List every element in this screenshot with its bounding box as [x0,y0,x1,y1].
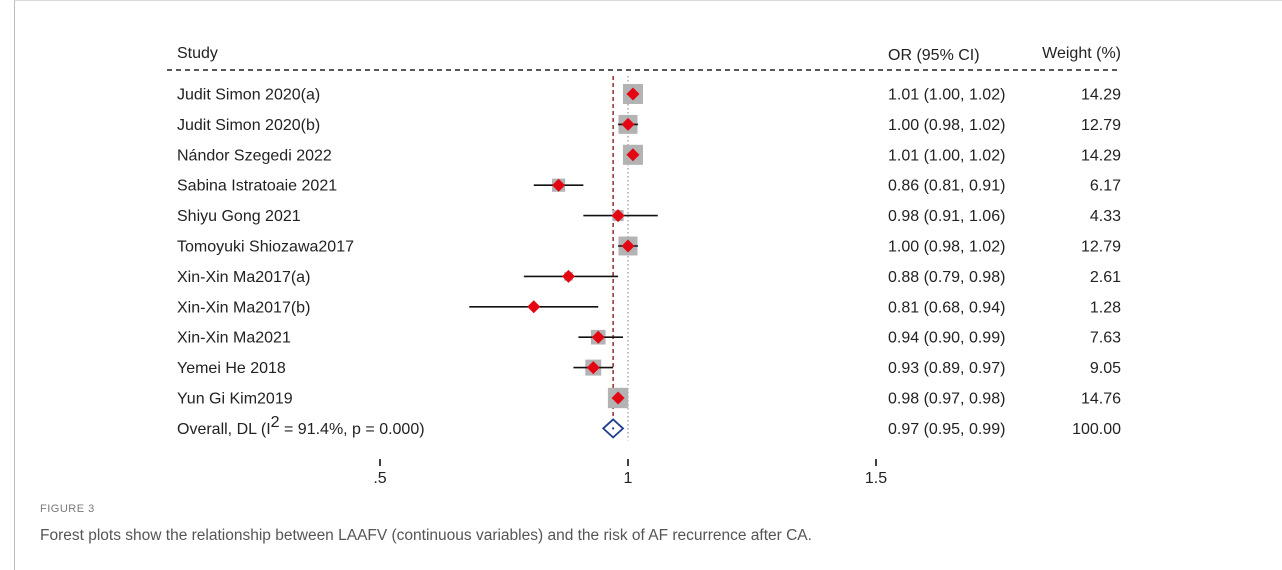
overall-label-superscript: 2 [271,414,280,431]
or-ci-value: 0.88 (0.79, 0.98) [888,269,1005,286]
point-estimate [621,117,635,131]
or-ci-value: 0.81 (0.68, 0.94) [888,299,1005,316]
study-label: Judit Simon 2020(a) [177,87,320,104]
or-ci-value: 0.98 (0.97, 0.98) [888,391,1005,408]
point-estimate [586,361,600,375]
overall-center-dot [612,427,615,430]
overall-label: Overall, DL (I2 = 91.4%, p = 0.000) [177,414,425,438]
figure-frame [14,0,1282,570]
weight-value: 14.29 [1081,147,1121,164]
overall-label-suffix: = 91.4%, p = 0.000) [280,421,425,438]
point-estimate [611,209,625,223]
study-label: Yemei He 2018 [177,360,286,377]
weight-value: 6.17 [1090,178,1121,195]
study-label: Judit Simon 2020(b) [177,117,320,134]
overall-or-ci-value: 0.97 (0.95, 0.99) [888,421,1005,438]
point-estimate [552,178,566,192]
study-label: Yun Gi Kim2019 [177,391,293,408]
study-label: Sabina Istratoaie 2021 [177,178,337,195]
point-estimate [611,391,625,405]
x-axis-tick-label: .5 [373,470,386,487]
study-label: Xin-Xin Ma2017(b) [177,299,310,316]
weight-value: 1.28 [1090,299,1121,316]
header-study: Study [177,45,218,62]
x-axis-tick-label: 1 [624,470,633,487]
study-label: Xin-Xin Ma2021 [177,330,291,347]
study-label: Tomoyuki Shiozawa2017 [177,239,354,256]
point-estimate [626,87,640,101]
or-ci-value: 0.93 (0.89, 0.97) [888,360,1005,377]
or-ci-value: 1.00 (0.98, 1.02) [888,117,1005,134]
study-label: Shiyu Gong 2021 [177,208,301,225]
study-label: Nándor Szegedi 2022 [177,147,332,164]
weight-value: 14.76 [1081,391,1121,408]
overall-weight-value: 100.00 [1072,421,1121,438]
or-ci-value: 1.01 (1.00, 1.02) [888,87,1005,104]
weight-value: 7.63 [1090,330,1121,347]
x-axis-tick-label: 1.5 [865,470,887,487]
or-ci-value: 1.00 (0.98, 1.02) [888,239,1005,256]
or-ci-value: 0.94 (0.90, 0.99) [888,330,1005,347]
overall-label-prefix: Overall, DL (I [177,421,271,438]
forest-plot: Study OR (95% CI) Weight (%) Judit Simon 20… [167,45,1121,487]
weight-value: 14.29 [1081,87,1121,104]
figure-caption: Forest plots show the relationship betwe… [40,527,812,544]
header-or: OR (95% CI) [888,47,980,64]
weight-value: 12.79 [1081,117,1121,134]
point-estimate [621,239,635,253]
point-estimate [626,148,640,162]
weight-value: 2.61 [1090,269,1121,286]
point-estimate [591,330,605,344]
study-label: Xin-Xin Ma2017(a) [177,269,310,286]
point-estimate [561,269,575,283]
weight-value: 4.33 [1090,208,1121,225]
header-weight: Weight (%) [1042,45,1121,62]
or-ci-value: 0.98 (0.91, 1.06) [888,208,1005,225]
or-ci-value: 0.86 (0.81, 0.91) [888,178,1005,195]
figure-label: FIGURE 3 [40,503,95,515]
or-ci-value: 1.01 (1.00, 1.02) [888,147,1005,164]
weight-value: 9.05 [1090,360,1121,377]
point-estimate [527,300,541,314]
weight-value: 12.79 [1081,239,1121,256]
